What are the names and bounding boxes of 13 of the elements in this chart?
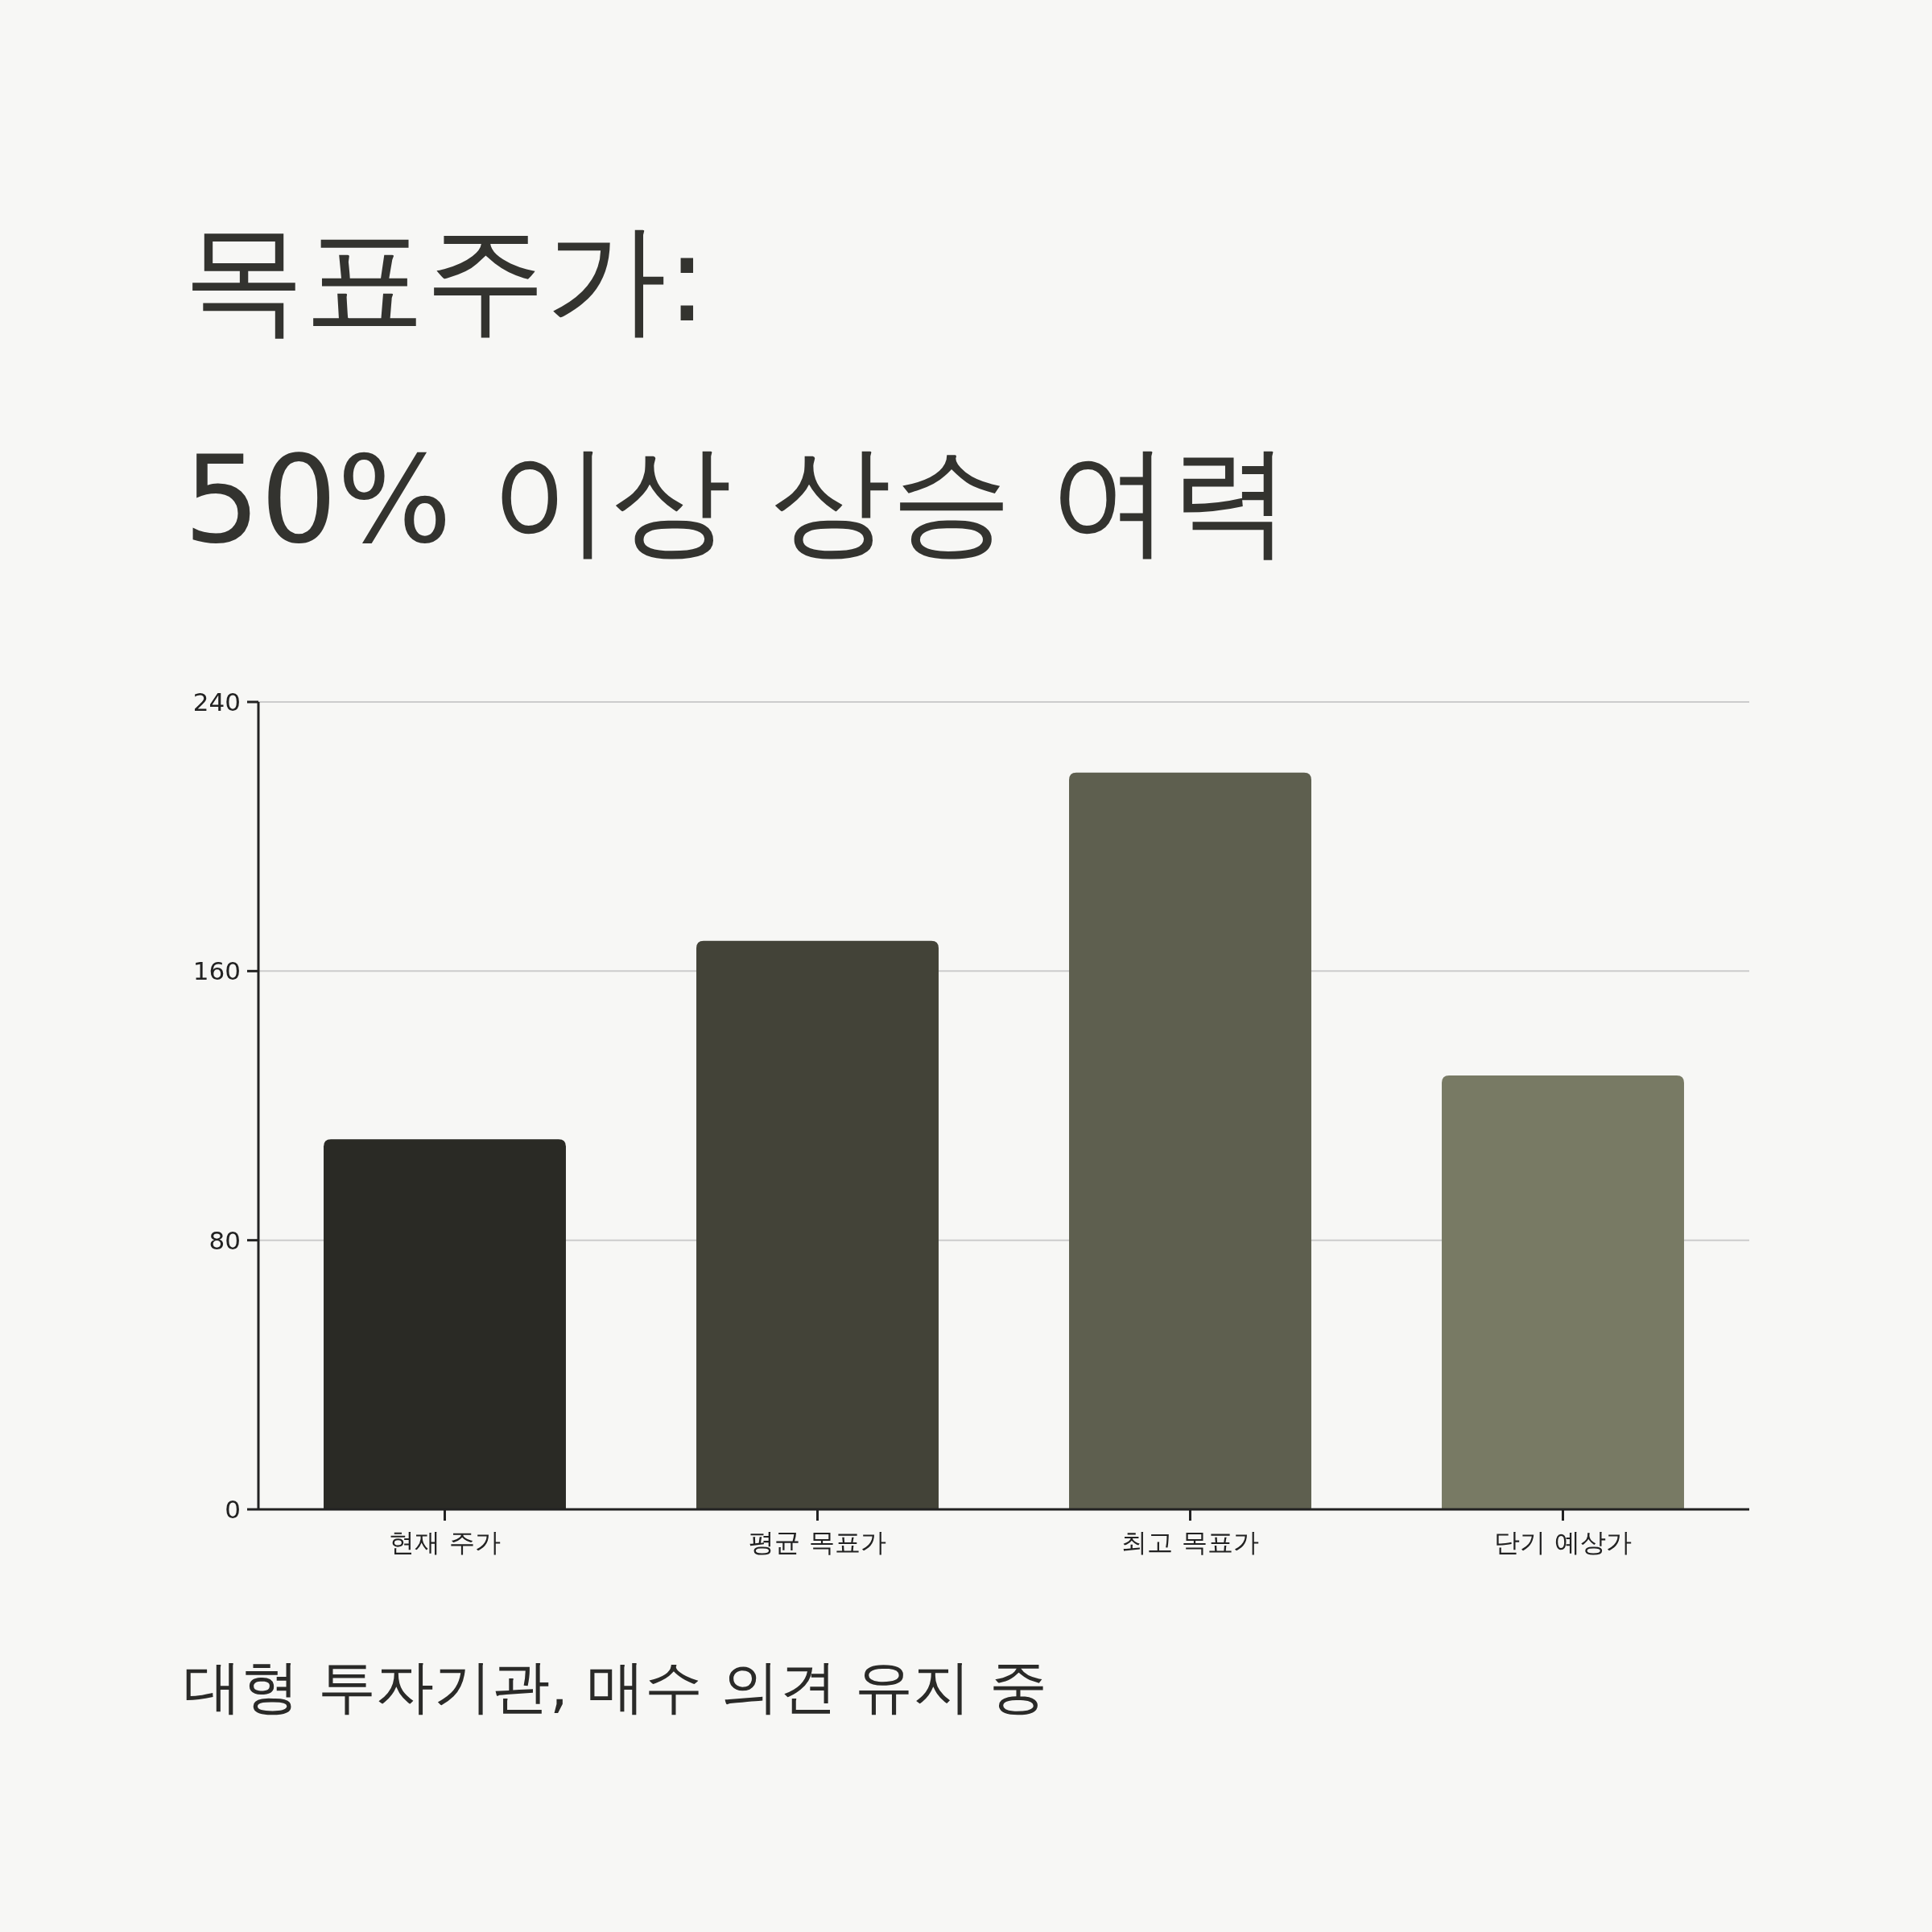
y-tick-label: 160 <box>192 956 241 986</box>
x-tick-label: 단기 예상가 <box>1494 1527 1632 1558</box>
y-tick-label: 80 <box>208 1225 241 1255</box>
x-tick-label: 평균 목표가 <box>749 1527 886 1558</box>
x-tick-label: 최고 목표가 <box>1121 1527 1259 1558</box>
bar <box>1069 772 1311 1509</box>
text: 대형 투자기관, 매수 의견 유지 중 <box>184 1653 1048 1720</box>
x-tick-label: 현재 주가 <box>389 1527 501 1558</box>
bar <box>696 940 939 1509</box>
chart-title: 목표주가: 50% 이상 상승 여력 <box>184 208 1292 570</box>
bar <box>1442 1075 1684 1509</box>
y-tick-label: 240 <box>192 687 241 716</box>
y-tick-label: 0 <box>225 1495 241 1524</box>
